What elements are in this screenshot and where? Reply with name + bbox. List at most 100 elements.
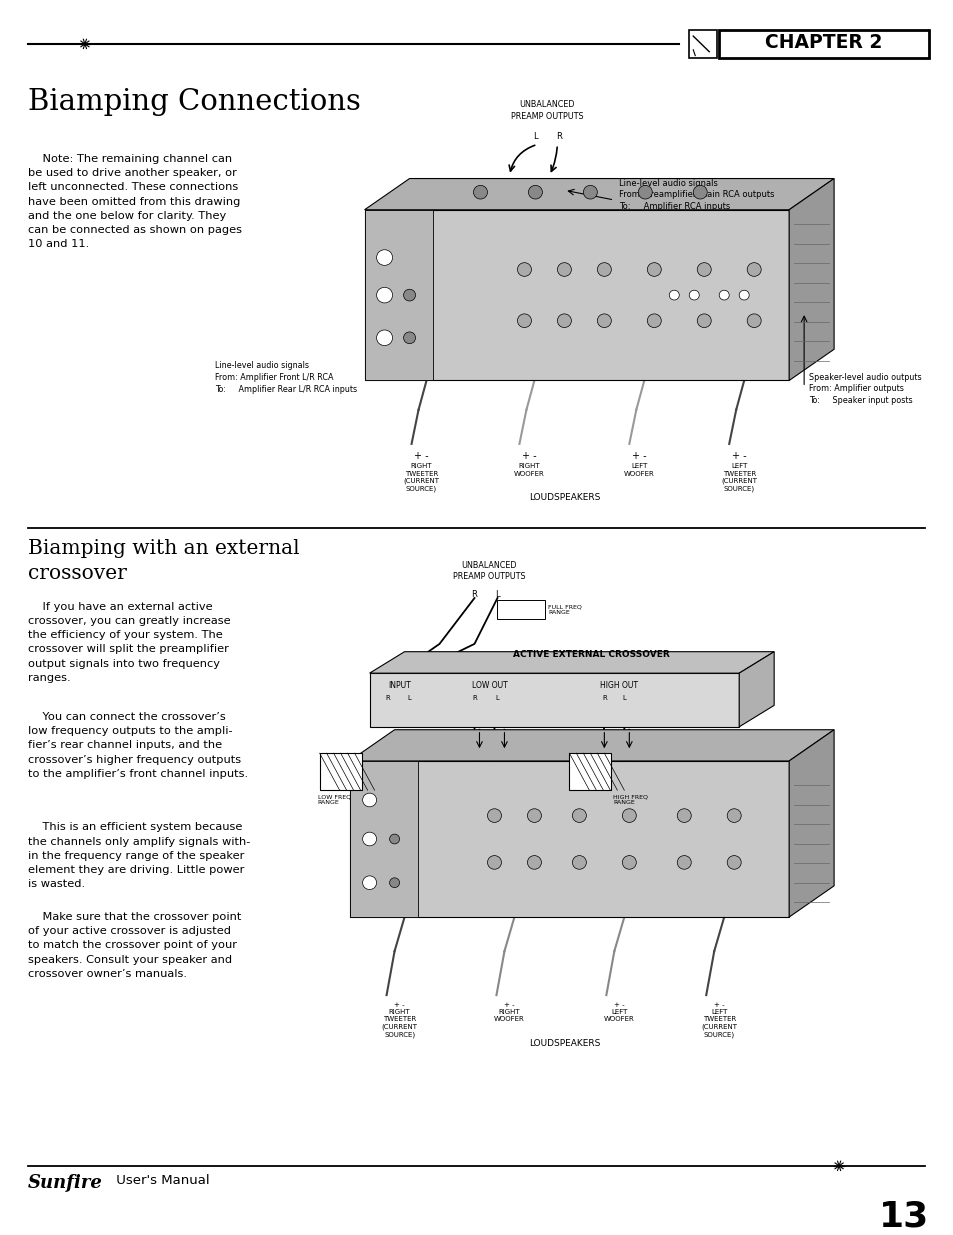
Polygon shape [369, 652, 773, 673]
Circle shape [517, 314, 531, 327]
Bar [688, 30, 717, 58]
Text: Line-level audio signals
From: Preamplifier main RCA outputs
To:     Amplifier R: Line-level audio signals From: Preamplif… [618, 179, 774, 211]
Circle shape [669, 290, 679, 300]
Text: LEFT
TWEETER
(CURRENT
SOURCE): LEFT TWEETER (CURRENT SOURCE) [720, 463, 757, 493]
Text: R: R [556, 132, 561, 141]
Circle shape [572, 809, 586, 823]
Circle shape [403, 289, 416, 301]
Circle shape [677, 809, 691, 823]
Circle shape [487, 809, 501, 823]
Text: LOW OUT: LOW OUT [471, 680, 507, 690]
Text: + -
LEFT
TWEETER
(CURRENT
SOURCE): + - LEFT TWEETER (CURRENT SOURCE) [700, 1002, 737, 1037]
Circle shape [638, 185, 652, 199]
Circle shape [621, 809, 636, 823]
Circle shape [719, 290, 728, 300]
Circle shape [389, 878, 399, 888]
Text: RIGHT
TWEETER
(CURRENT
SOURCE): RIGHT TWEETER (CURRENT SOURCE) [403, 463, 439, 493]
Polygon shape [349, 730, 833, 761]
Text: Make sure that the crossover point
of your active crossover is adjusted
to match: Make sure that the crossover point of yo… [28, 913, 241, 979]
Circle shape [362, 832, 376, 846]
Text: RIGHT
WOOFER: RIGHT WOOFER [514, 463, 544, 477]
Text: LEFT
WOOFER: LEFT WOOFER [623, 463, 654, 477]
Bar [364, 210, 788, 380]
Text: L: L [495, 590, 499, 599]
Circle shape [647, 314, 660, 327]
Polygon shape [788, 730, 833, 918]
Circle shape [376, 330, 393, 346]
Text: Line-level audio signals
From: Amplifier Front L/R RCA
To:     Amplifier Rear L/: Line-level audio signals From: Amplifier… [214, 361, 356, 394]
Bar [319, 753, 361, 790]
Text: LOUDSPEAKERS: LOUDSPEAKERS [528, 1039, 599, 1049]
Bar [569, 753, 611, 790]
Text: UNBALANCED
PREAMP OUTPUTS: UNBALANCED PREAMP OUTPUTS [511, 100, 583, 121]
Circle shape [557, 263, 571, 277]
Text: R: R [385, 694, 390, 700]
Text: Biamping with an external
crossover: Biamping with an external crossover [28, 540, 299, 583]
Circle shape [621, 856, 636, 869]
Text: L: L [621, 694, 625, 700]
Text: ACTIVE EXTERNAL CROSSOVER: ACTIVE EXTERNAL CROSSOVER [513, 650, 669, 658]
Text: If you have an external active
crossover, you can greatly increase
the efficienc: If you have an external active crossover… [28, 601, 231, 683]
Text: Note: The remaining channel can
be used to drive another speaker, or
left unconn: Note: The remaining channel can be used … [28, 154, 242, 249]
Circle shape [583, 185, 597, 199]
Text: HIGH FREQ
RANGE: HIGH FREQ RANGE [613, 794, 648, 805]
Polygon shape [788, 179, 833, 380]
Text: UNBALANCED
PREAMP OUTPUTS: UNBALANCED PREAMP OUTPUTS [453, 561, 525, 580]
Text: User's Manual: User's Manual [112, 1173, 210, 1187]
Circle shape [697, 314, 711, 327]
Text: + -: + - [631, 451, 646, 461]
Text: + -: + - [731, 451, 746, 461]
Text: R: R [601, 694, 606, 700]
Bar [364, 210, 432, 380]
Text: R: R [471, 590, 476, 599]
Circle shape [597, 314, 611, 327]
Text: You can connect the crossover’s
low frequency outputs to the ampli-
fier’s rear : You can connect the crossover’s low freq… [28, 713, 248, 779]
Circle shape [647, 263, 660, 277]
Bar [719, 30, 928, 58]
Circle shape [597, 263, 611, 277]
Text: + -
RIGHT
WOOFER: + - RIGHT WOOFER [494, 1002, 524, 1023]
Circle shape [697, 263, 711, 277]
Text: This is an efficient system because
the channels only amplify signals with-
in t: This is an efficient system because the … [28, 823, 250, 889]
Text: L: L [533, 132, 537, 141]
Circle shape [739, 290, 748, 300]
Circle shape [527, 809, 541, 823]
Text: INPUT: INPUT [388, 680, 411, 690]
Text: + -: + - [521, 451, 537, 461]
Circle shape [389, 834, 399, 844]
Bar [369, 673, 739, 727]
Bar [349, 761, 788, 918]
Bar [497, 600, 545, 620]
Circle shape [677, 856, 691, 869]
Circle shape [362, 876, 376, 889]
Circle shape [572, 856, 586, 869]
Circle shape [688, 290, 699, 300]
Text: FULL FREQ
RANGE: FULL FREQ RANGE [548, 604, 581, 615]
Polygon shape [364, 179, 833, 210]
Circle shape [746, 314, 760, 327]
Text: Sunfire: Sunfire [28, 1173, 103, 1192]
Text: + -: + - [414, 451, 429, 461]
Bar [349, 761, 417, 918]
Text: LOUDSPEAKERS: LOUDSPEAKERS [528, 493, 599, 501]
Text: CHAPTER 2: CHAPTER 2 [764, 33, 882, 52]
Circle shape [362, 793, 376, 806]
Polygon shape [739, 652, 773, 727]
Text: 13: 13 [878, 1200, 928, 1234]
Circle shape [527, 856, 541, 869]
Text: + -
RIGHT
TWEETER
(CURRENT
SOURCE): + - RIGHT TWEETER (CURRENT SOURCE) [381, 1002, 417, 1037]
Circle shape [403, 332, 416, 343]
Text: R: R [472, 694, 476, 700]
Circle shape [726, 856, 740, 869]
Text: Biamping Connections: Biamping Connections [28, 88, 360, 116]
Text: + -
LEFT
WOOFER: + - LEFT WOOFER [603, 1002, 634, 1023]
Circle shape [693, 185, 706, 199]
Circle shape [487, 856, 501, 869]
Circle shape [557, 314, 571, 327]
Text: L: L [407, 694, 411, 700]
Text: LOW FREQ
RANGE: LOW FREQ RANGE [317, 794, 351, 805]
Circle shape [726, 809, 740, 823]
Circle shape [746, 263, 760, 277]
Circle shape [376, 249, 393, 266]
Circle shape [376, 288, 393, 303]
